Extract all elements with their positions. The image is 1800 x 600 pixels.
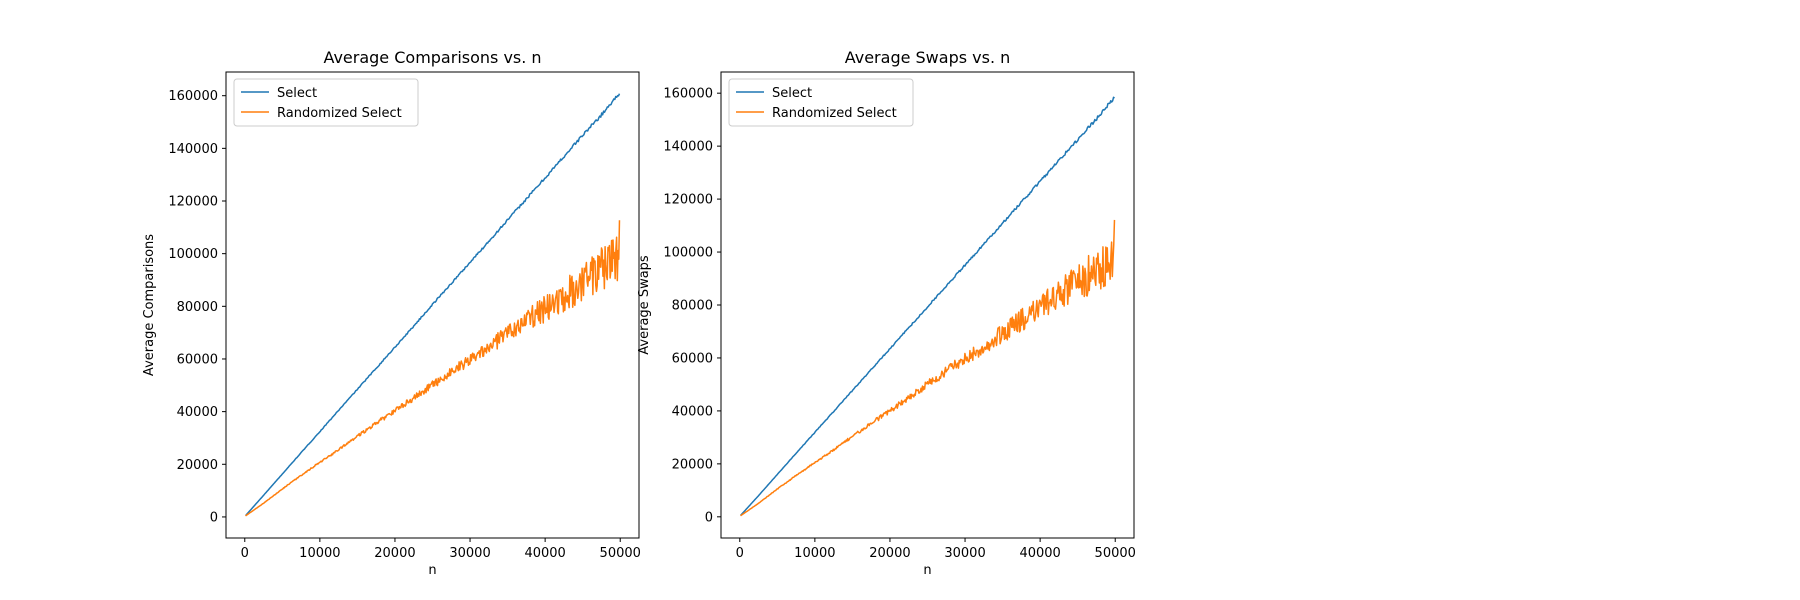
y-tick-label: 160000 xyxy=(168,89,218,104)
chart-title: Average Comparisons vs. n xyxy=(323,48,541,67)
axes-frame xyxy=(225,71,640,539)
legend-label-randomized-select: Randomized Select xyxy=(772,106,897,121)
y-tick-label: 40000 xyxy=(672,404,713,419)
y-tick-label: 140000 xyxy=(168,142,218,157)
series-line-randomized-select xyxy=(740,219,1116,517)
legend-label-select: Select xyxy=(277,86,317,101)
series-layer xyxy=(244,93,621,517)
y-tick-label: 140000 xyxy=(663,140,713,155)
y-tick-label: 160000 xyxy=(663,87,713,102)
y-tick-label: 0 xyxy=(705,510,713,525)
x-tick-label: 10000 xyxy=(794,546,835,561)
legend-box xyxy=(728,78,914,127)
x-tick-label: 50000 xyxy=(600,546,641,561)
legend: Select Randomized Select xyxy=(728,78,914,127)
y-tick-label: 60000 xyxy=(672,351,713,366)
x-tick-label: 50000 xyxy=(1095,546,1136,561)
x-tick-label: 30000 xyxy=(449,546,490,561)
y-tick-label: 120000 xyxy=(663,193,713,208)
y-tick-label: 100000 xyxy=(663,246,713,261)
y-tick-label: 80000 xyxy=(672,299,713,314)
x-tick-label: 20000 xyxy=(869,546,910,561)
legend: Select Randomized Select xyxy=(233,78,419,127)
y-tick-label: 100000 xyxy=(168,247,218,262)
x-tick-label: 40000 xyxy=(1019,546,1060,561)
x-tick-label: 20000 xyxy=(374,546,415,561)
legend-box xyxy=(233,78,419,127)
y-axis-label: Average Swaps xyxy=(637,255,652,355)
subplot-swaps: Average Swaps vs. n 0 10000 20000 30000 4000… xyxy=(637,48,1136,578)
legend-label-select: Select xyxy=(772,86,812,101)
x-tick-label: 0 xyxy=(736,546,744,561)
y-tick-label: 40000 xyxy=(177,405,218,420)
chart-title: Average Swaps vs. n xyxy=(845,48,1011,67)
tick-layer: 0 10000 20000 30000 40000 50000 0 20000 40000 600… xyxy=(168,89,641,561)
tick-layer: 0 10000 20000 30000 40000 50000 0 20000 40000 600… xyxy=(663,87,1136,561)
axes-frame xyxy=(720,71,1135,539)
series-line-select xyxy=(244,93,621,517)
x-tick-label: 0 xyxy=(241,546,249,561)
x-tick-label: 40000 xyxy=(524,546,565,561)
y-axis-label: Average Comparisons xyxy=(142,234,157,376)
y-tick-label: 20000 xyxy=(177,458,218,473)
x-axis-label: n xyxy=(923,563,931,578)
subplot-comparisons: Average Comparisons vs. n 0 10000 20000 300… xyxy=(142,48,641,578)
series-line-randomized-select xyxy=(245,220,621,517)
legend-label-randomized-select: Randomized Select xyxy=(277,106,402,121)
y-tick-label: 120000 xyxy=(168,195,218,210)
series-line-select xyxy=(739,96,1115,516)
y-tick-label: 20000 xyxy=(672,457,713,472)
y-tick-label: 80000 xyxy=(177,300,218,315)
x-tick-label: 10000 xyxy=(299,546,340,561)
series-layer xyxy=(739,96,1116,517)
y-tick-label: 0 xyxy=(210,510,218,525)
x-axis-label: n xyxy=(428,563,436,578)
x-tick-label: 30000 xyxy=(944,546,985,561)
y-tick-label: 60000 xyxy=(177,352,218,367)
